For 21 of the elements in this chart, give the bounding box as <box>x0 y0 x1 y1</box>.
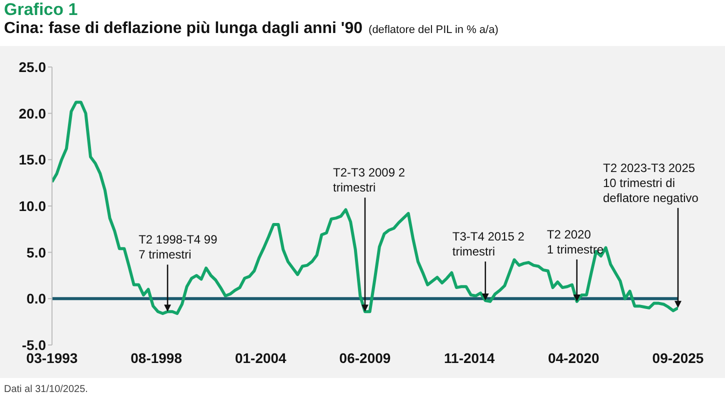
annotation: T2-T3 2009 2 trimestri <box>333 166 406 195</box>
annotation: T2 2023-T3 2025 10 trimestri di deflatore negativo <box>603 160 699 205</box>
y-axis-title: (deflatore del PIL in % a/a) <box>368 24 498 36</box>
y-tick-label: 20.0 <box>18 105 46 122</box>
x-tick-label: 08-1998 <box>130 350 182 366</box>
annotation: T3-T4 2015 2 trimestri <box>452 230 525 259</box>
x-tick-label: 09-2025 <box>652 350 704 366</box>
y-tick-label: 10.0 <box>18 198 46 214</box>
chart-title: Grafico 1 <box>4 0 78 20</box>
annotation: T2 1998-T4 99 7 trimestri <box>138 232 218 262</box>
y-tick-label: 15.0 <box>18 152 46 168</box>
y-tick-label: 0.0 <box>26 290 46 307</box>
annotation: T2 2020 1 trimestre <box>546 227 604 256</box>
chart-subtitle: Cina: fase di deflazione più lunga dagli anni '90 <box>4 20 363 37</box>
x-tick-label: 04-2020 <box>548 350 600 366</box>
x-tick-label: 01-2004 <box>234 350 287 366</box>
y-tick-label: 25.0 <box>18 58 46 75</box>
y-tick-label: 5.0 <box>26 244 46 260</box>
x-tick-label: 11-2014 <box>444 350 495 366</box>
x-tick-label: 06-2009 <box>339 350 391 366</box>
text: Dati al 31/10/2025. <box>4 384 88 395</box>
